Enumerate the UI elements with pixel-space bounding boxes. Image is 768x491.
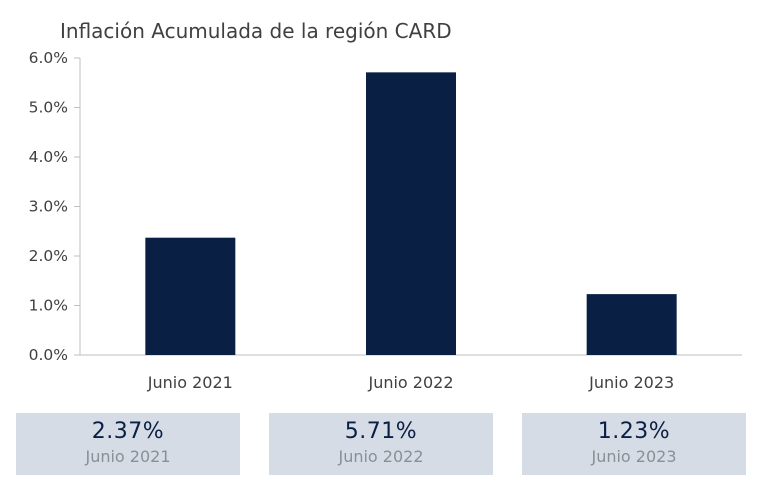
summary-card-label: Junio 2023 xyxy=(591,447,677,466)
summary-card-value: 2.37% xyxy=(91,419,165,444)
x-category-label: Junio 2023 xyxy=(588,373,674,392)
summary-card-2: 5.71% Junio 2022 xyxy=(269,413,493,475)
x-category-label: Junio 2022 xyxy=(367,373,453,392)
summary-card-3: 1.23% Junio 2023 xyxy=(522,413,746,475)
y-tick-label: 5.0% xyxy=(29,99,68,117)
bar-1 xyxy=(145,237,236,355)
bar-2 xyxy=(366,72,456,355)
y-tick-label: 4.0% xyxy=(29,148,68,166)
bar-3 xyxy=(586,294,677,355)
y-tick-label: 2.0% xyxy=(29,247,68,265)
x-category-label: Junio 2021 xyxy=(147,373,233,392)
chart-title: Inflación Acumulada de la región CARD xyxy=(60,19,452,43)
summary-card-value: 1.23% xyxy=(597,419,671,444)
summary-card-label: Junio 2021 xyxy=(85,447,171,466)
y-tick-label: 6.0% xyxy=(29,49,68,67)
summary-card-1: 2.37% Junio 2021 xyxy=(16,413,240,475)
y-tick-label: 3.0% xyxy=(29,198,68,216)
bar-chart: Inflación Acumulada de la región CARD 0.… xyxy=(29,19,742,392)
y-tick-label: 0.0% xyxy=(29,346,68,364)
y-tick-label: 1.0% xyxy=(29,297,68,315)
y-axis-ticks: 0.0% 1.0% 2.0% 3.0% 4.0% 5.0% 6.0% xyxy=(29,49,80,364)
summary-card-label: Junio 2022 xyxy=(338,447,424,466)
bars-group xyxy=(145,72,677,355)
x-axis-labels: Junio 2021 Junio 2022 Junio 2023 xyxy=(147,373,674,392)
summary-card-value: 5.71% xyxy=(344,419,418,444)
